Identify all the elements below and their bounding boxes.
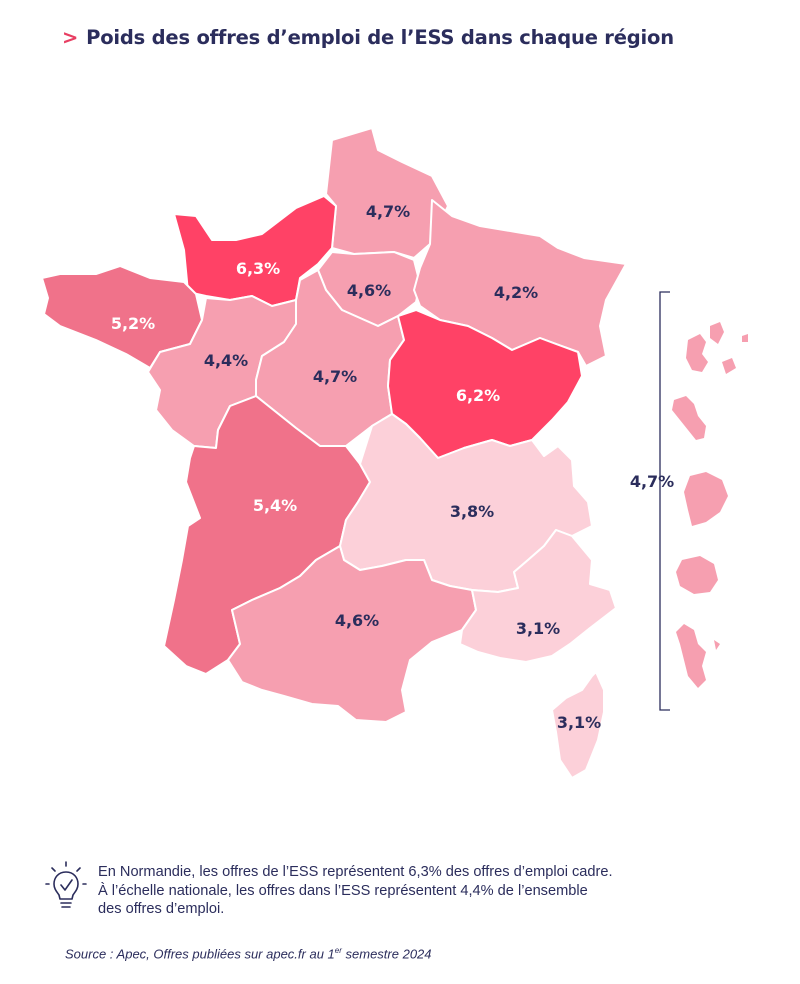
value-label-ile-de-france: 4,6%: [347, 281, 391, 300]
overseas-territories: [672, 322, 748, 688]
page-title: > Poids des offres d’emploi de l’ESS dans…: [62, 26, 674, 49]
value-label-pays-de-la-loire: 4,4%: [204, 351, 248, 370]
value-label-nouvelle-aquitaine: 5,4%: [253, 496, 297, 515]
note-line-2: À l’échelle nationale, les offres dans l…: [98, 882, 588, 899]
note-line-1: En Normandie, les offres de l’ESS représ…: [98, 864, 613, 880]
value-label-paca: 3,1%: [516, 619, 560, 638]
title-chevron: >: [62, 26, 79, 49]
value-label-occitanie: 4,6%: [335, 611, 379, 630]
value-label-bretagne: 5,2%: [111, 314, 155, 333]
region-grand-est: [413, 199, 627, 367]
source-suffix: semestre 2024: [341, 946, 432, 962]
source-prefix: Source : Apec, Offres publiées sur apec.…: [65, 946, 335, 962]
overseas-martinique: [672, 396, 706, 440]
region-corse: [551, 671, 605, 779]
overseas-reunion: [676, 556, 718, 594]
value-label-centre-val-de-loire: 4,7%: [313, 367, 357, 386]
value-label-grand-est: 4,2%: [494, 283, 538, 302]
overseas-guadeloupe: [686, 322, 748, 374]
region-normandie: [173, 195, 337, 307]
note-line-3: des offres d’emploi.: [98, 901, 225, 917]
overseas-guyane: [684, 472, 728, 526]
overseas-bracket: [659, 291, 670, 711]
region-paca: [459, 529, 617, 663]
region-bourgogne-franche-comte: [387, 309, 583, 459]
value-label-auvergne-rhone-alpes: 3,8%: [450, 502, 494, 521]
title-text: Poids des offres d’emploi de l’ESS dans …: [86, 26, 674, 49]
value-label-normandie: 6,3%: [236, 259, 280, 278]
source-superscript: er: [334, 946, 342, 955]
value-label-bourgogne-franche-comte: 6,2%: [456, 386, 500, 405]
value-label-corse: 3,1%: [557, 713, 601, 732]
source-text: Source : Apec, Offres publiées sur apec.…: [65, 946, 432, 961]
lightbulb-icon: [45, 861, 87, 908]
value-label-hauts-de-france: 4,7%: [366, 202, 410, 221]
overseas-mayotte: [676, 624, 720, 688]
note-text: En Normandie, les offres de l’ESS représ…: [98, 863, 748, 919]
value-label-overseas: 4,7%: [630, 472, 674, 491]
